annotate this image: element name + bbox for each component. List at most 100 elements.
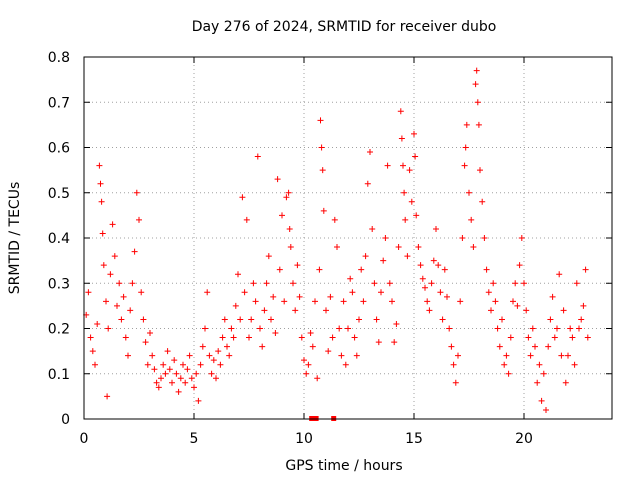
data-point	[120, 293, 127, 300]
data-point	[576, 325, 582, 332]
data-point	[317, 117, 324, 124]
y-tick-label: 0.2	[48, 322, 70, 338]
data-point	[411, 130, 417, 137]
x-tick-label: 15	[405, 431, 423, 447]
data-point	[290, 280, 296, 287]
data-point	[462, 144, 469, 151]
data-point	[367, 149, 373, 156]
data-point	[116, 280, 123, 287]
data-point	[257, 325, 263, 332]
data-point	[477, 167, 483, 174]
data-point	[536, 361, 543, 368]
data-point	[85, 289, 92, 296]
data-point	[580, 302, 587, 309]
y-tick-label: 0.3	[48, 276, 70, 292]
data-point	[562, 379, 569, 386]
data-point	[371, 280, 378, 287]
data-point	[338, 352, 345, 359]
data-point	[375, 339, 382, 346]
data-point	[448, 343, 455, 350]
data-point	[151, 366, 158, 373]
data-point	[364, 180, 371, 187]
data-point	[309, 343, 316, 350]
data-point	[155, 384, 162, 391]
data-point	[424, 298, 431, 305]
data-point	[470, 244, 477, 251]
data-point	[92, 361, 98, 368]
data-point	[419, 275, 426, 282]
data-point	[99, 230, 106, 237]
data-point	[195, 397, 202, 404]
data-point	[380, 257, 387, 264]
data-point	[569, 334, 576, 341]
data-point	[331, 216, 338, 223]
data-point	[118, 316, 125, 323]
y-tick-label: 0.5	[48, 186, 70, 202]
data-point	[140, 316, 147, 323]
data-point	[177, 375, 184, 382]
data-point	[473, 67, 480, 74]
y-tick-label: 0.6	[48, 141, 70, 157]
data-point	[199, 343, 206, 350]
data-point	[558, 352, 565, 359]
data-point	[356, 316, 362, 323]
data-point	[492, 298, 499, 305]
data-point	[336, 325, 343, 332]
data-point	[166, 366, 173, 373]
chart-title: Day 276 of 2024, SRMTID for receiver dub…	[192, 19, 497, 35]
data-point	[437, 289, 444, 296]
y-tick-label: 0.8	[48, 50, 70, 66]
data-point	[125, 352, 131, 359]
data-point	[292, 307, 299, 314]
data-point	[389, 298, 395, 305]
data-point	[532, 343, 538, 350]
data-point	[334, 244, 340, 251]
data-point	[412, 153, 419, 160]
data-point	[184, 366, 191, 373]
data-point	[133, 189, 140, 196]
data-point	[378, 289, 384, 296]
data-point	[503, 352, 510, 359]
data-point	[507, 334, 514, 341]
data-point	[499, 316, 505, 323]
data-point	[296, 293, 303, 300]
data-point	[175, 388, 182, 395]
data-point	[318, 144, 325, 151]
data-point	[422, 284, 428, 291]
data-point	[435, 262, 442, 269]
data-point	[444, 293, 450, 300]
data-point	[474, 99, 481, 106]
data-point	[481, 235, 488, 241]
data-point	[191, 384, 197, 391]
data-point	[286, 225, 293, 232]
data-point	[281, 298, 288, 305]
data-point	[402, 216, 409, 223]
data-point	[556, 271, 563, 278]
data-point	[565, 352, 571, 359]
data-point	[488, 307, 494, 314]
data-point	[325, 348, 332, 355]
data-point	[263, 280, 270, 287]
data-point	[391, 339, 398, 346]
data-point	[538, 397, 545, 404]
data-point	[457, 298, 464, 305]
data-point	[362, 253, 369, 260]
y-tick-label: 0	[61, 412, 70, 428]
data-point	[415, 244, 422, 251]
data-point	[351, 334, 358, 341]
data-point	[131, 248, 138, 255]
data-point	[452, 379, 459, 386]
data-point	[272, 330, 279, 337]
data-point	[549, 293, 556, 300]
data-point	[268, 316, 274, 323]
data-point	[188, 375, 195, 382]
data-point	[525, 334, 532, 341]
data-point	[485, 289, 492, 296]
data-point	[441, 266, 448, 273]
data-point	[521, 280, 527, 287]
data-point	[103, 298, 109, 305]
data-point	[496, 343, 503, 350]
data-point	[215, 348, 222, 355]
data-point	[516, 262, 523, 269]
